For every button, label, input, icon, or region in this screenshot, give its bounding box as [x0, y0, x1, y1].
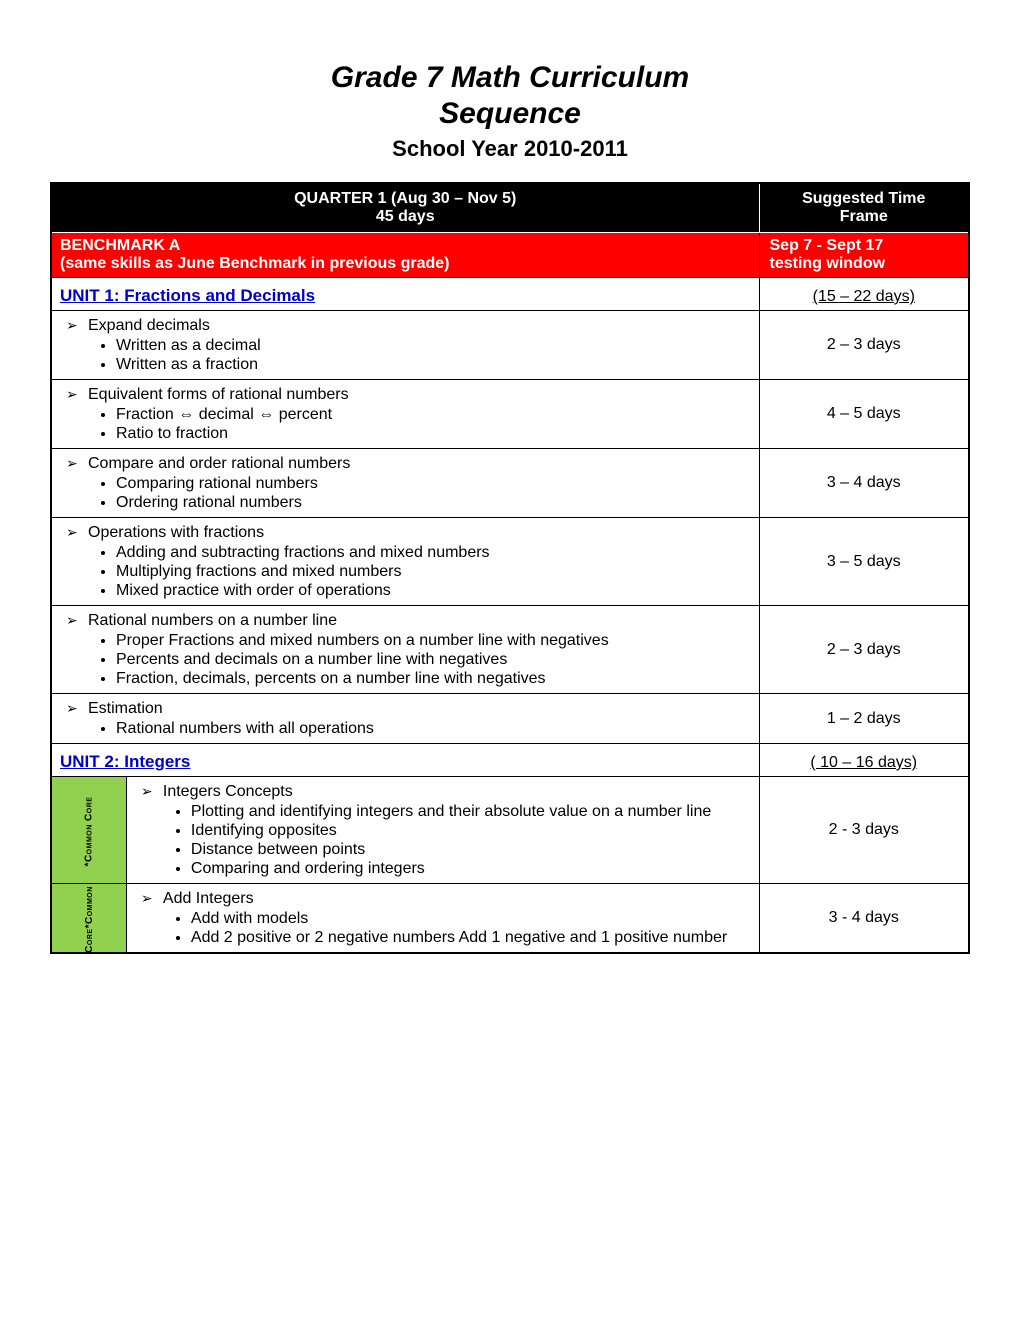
table-row: Core*Common ➢Add Integers Add with model… — [51, 884, 969, 954]
unit1-header-row: UNIT 1: Fractions and Decimals (15 – 22 … — [51, 278, 969, 311]
table-row: ➢Estimation Rational numbers with all op… — [51, 694, 969, 744]
content-cell: ➢Operations with fractions Adding and su… — [51, 518, 759, 606]
content-cell: ➢Equivalent forms of rational numbers Fr… — [51, 380, 759, 449]
content-cell: ➢Estimation Rational numbers with all op… — [51, 694, 759, 744]
bullet-item: Comparing and ordering integers — [191, 860, 751, 878]
time-cell: 1 – 2 days — [759, 694, 969, 744]
benchmark-row: BENCHMARK A (same skills as June Benchma… — [51, 233, 969, 278]
table-row: ➢Rational numbers on a number line Prope… — [51, 606, 969, 694]
unit1-link[interactable]: UNIT 1: Fractions and Decimals — [60, 286, 315, 305]
time-cell: 3 – 5 days — [759, 518, 969, 606]
bullet-item: Ratio to fraction — [116, 425, 751, 443]
content-cell: ➢Integers Concepts Plotting and identify… — [126, 777, 759, 884]
topic-text: Compare and order rational numbers — [88, 455, 350, 473]
subtitle: School Year 2010-2011 — [50, 136, 970, 162]
bullet-item: Add 2 positive or 2 negative numbers Add… — [191, 929, 751, 947]
unit1-days: (15 – 22 days) — [759, 278, 969, 311]
chevron-icon: ➢ — [141, 890, 163, 907]
bullet-list: Proper Fractions and mixed numbers on a … — [66, 632, 751, 688]
chevron-icon: ➢ — [66, 612, 88, 629]
unit2-link[interactable]: UNIT 2: Integers — [60, 752, 190, 771]
bullet-item: Comparing rational numbers — [116, 475, 751, 493]
benchmark-left-line2: (same skills as June Benchmark in previo… — [60, 255, 751, 273]
bullet-item: Ordering rational numbers — [116, 494, 751, 512]
bullet-list: Rational numbers with all operations — [66, 720, 751, 738]
benchmark-right-line1: Sep 7 - Sept 17 — [770, 237, 961, 255]
header-left: QUARTER 1 (Aug 30 – Nov 5) 45 days — [51, 183, 759, 233]
unit2-header-row: UNIT 2: Integers ( 10 – 16 days) — [51, 744, 969, 777]
benchmark-left: BENCHMARK A (same skills as June Benchma… — [51, 233, 759, 278]
time-cell: 3 – 4 days — [759, 449, 969, 518]
content-cell: ➢Rational numbers on a number line Prope… — [51, 606, 759, 694]
common-core-label: Core*Common — [83, 886, 94, 953]
table-row: ➢Operations with fractions Adding and su… — [51, 518, 969, 606]
benchmark-right: Sep 7 - Sept 17 testing window — [759, 233, 969, 278]
chevron-icon: ➢ — [141, 783, 163, 800]
topic-text: Estimation — [88, 700, 163, 718]
common-core-cell: *Common Core — [51, 777, 126, 884]
header-right-line2: Frame — [768, 208, 961, 226]
bullet-item: Fraction ⇔ decimal ⇔ percent — [116, 406, 751, 424]
bullet-item: Mixed practice with order of operations — [116, 582, 751, 600]
bullet-item: Fraction, decimals, percents on a number… — [116, 670, 751, 688]
table-row: ➢Compare and order rational numbers Comp… — [51, 449, 969, 518]
chevron-icon: ➢ — [66, 455, 88, 472]
topic-text: Expand decimals — [88, 317, 210, 335]
title-line2: Sequence — [50, 96, 970, 132]
time-cell: 2 – 3 days — [759, 606, 969, 694]
table-row: ➢Expand decimals Written as a decimal Wr… — [51, 311, 969, 380]
bullet-item: Rational numbers with all operations — [116, 720, 751, 738]
time-cell: 3 - 4 days — [759, 884, 969, 954]
bullet-item: Written as a decimal — [116, 337, 751, 355]
table-header-row: QUARTER 1 (Aug 30 – Nov 5) 45 days Sugge… — [51, 183, 969, 233]
topic-text: Integers Concepts — [163, 783, 293, 801]
unit1-title-cell: UNIT 1: Fractions and Decimals — [51, 278, 759, 311]
bullet-list: Add with models Add 2 positive or 2 nega… — [141, 910, 751, 947]
table-row: ➢Equivalent forms of rational numbers Fr… — [51, 380, 969, 449]
unit2-title-cell: UNIT 2: Integers — [51, 744, 759, 777]
title-block: Grade 7 Math Curriculum Sequence School … — [50, 60, 970, 162]
common-core-label: *Common Core — [83, 797, 94, 867]
bullet-item: Proper Fractions and mixed numbers on a … — [116, 632, 751, 650]
bullet-list: Fraction ⇔ decimal ⇔ percent Ratio to fr… — [66, 406, 751, 443]
header-left-line1: QUARTER 1 (Aug 30 – Nov 5) — [60, 190, 751, 208]
bullet-item: Add with models — [191, 910, 751, 928]
bullet-list: Plotting and identifying integers and th… — [141, 803, 751, 878]
bullet-list: Written as a decimal Written as a fracti… — [66, 337, 751, 374]
chevron-icon: ➢ — [66, 386, 88, 403]
bullet-item: Multiplying fractions and mixed numbers — [116, 563, 751, 581]
chevron-icon: ➢ — [66, 700, 88, 717]
topic-text: Operations with fractions — [88, 524, 264, 542]
topic-text: Equivalent forms of rational numbers — [88, 386, 349, 404]
bullet-item: Written as a fraction — [116, 356, 751, 374]
chevron-icon: ➢ — [66, 524, 88, 541]
time-cell: 2 – 3 days — [759, 311, 969, 380]
common-core-cell: Core*Common — [51, 884, 126, 954]
chevron-icon: ➢ — [66, 317, 88, 334]
time-cell: 2 - 3 days — [759, 777, 969, 884]
time-cell: 4 – 5 days — [759, 380, 969, 449]
table-row: *Common Core ➢Integers Concepts Plotting… — [51, 777, 969, 884]
topic-text: Add Integers — [163, 890, 254, 908]
content-cell: ➢Expand decimals Written as a decimal Wr… — [51, 311, 759, 380]
benchmark-left-line1: BENCHMARK A — [60, 237, 751, 255]
unit2-days: ( 10 – 16 days) — [759, 744, 969, 777]
content-cell: ➢Compare and order rational numbers Comp… — [51, 449, 759, 518]
bullet-item: Identifying opposites — [191, 822, 751, 840]
title-line1: Grade 7 Math Curriculum — [50, 60, 970, 96]
header-right: Suggested Time Frame — [759, 183, 969, 233]
content-cell: ➢Add Integers Add with models Add 2 posi… — [126, 884, 759, 954]
bullet-item: Percents and decimals on a number line w… — [116, 651, 751, 669]
header-right-line1: Suggested Time — [768, 190, 961, 208]
bullet-list: Adding and subtracting fractions and mix… — [66, 544, 751, 600]
benchmark-right-line2: testing window — [770, 255, 961, 273]
header-left-line2: 45 days — [60, 208, 751, 226]
bullet-item: Plotting and identifying integers and th… — [191, 803, 751, 821]
bullet-item: Distance between points — [191, 841, 751, 859]
curriculum-table: QUARTER 1 (Aug 30 – Nov 5) 45 days Sugge… — [50, 182, 970, 954]
bullet-item: Adding and subtracting fractions and mix… — [116, 544, 751, 562]
bullet-list: Comparing rational numbers Ordering rati… — [66, 475, 751, 512]
topic-text: Rational numbers on a number line — [88, 612, 337, 630]
